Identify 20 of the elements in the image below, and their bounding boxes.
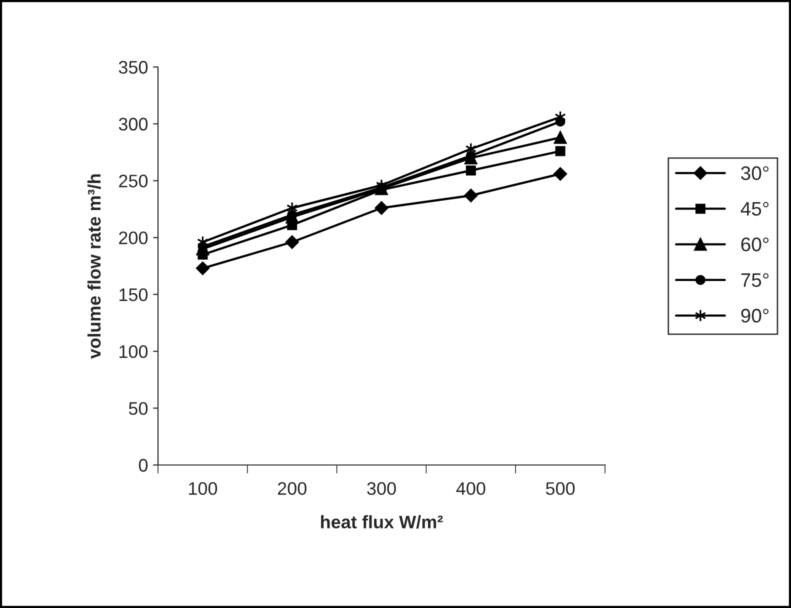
y-axis-title: volume flow rate m³/h (87, 174, 101, 359)
legend-label: 90° (741, 308, 769, 323)
y-tick-label: 50 (128, 402, 148, 415)
x-tick-label: 500 (546, 482, 575, 495)
x-tick-label: 300 (367, 482, 396, 495)
y-tick-label: 0 (138, 458, 148, 472)
x-tick-label: 100 (189, 482, 218, 495)
y-tick-label: 250 (119, 174, 148, 188)
x-tick-label: 400 (456, 482, 486, 495)
y-tick-label: 350 (118, 60, 148, 74)
legend-label: 45° (740, 202, 769, 216)
legend-label: 30° (741, 166, 769, 180)
y-tick-label: 300 (118, 118, 148, 131)
y-tick-label: 150 (120, 288, 148, 302)
legend-label: 60° (741, 238, 769, 252)
x-axis-title: heat flux W/m² (321, 515, 443, 529)
x-tick-label: 200 (278, 482, 306, 495)
legend-label: 75° (741, 273, 769, 287)
y-tick-label: 100 (120, 345, 148, 358)
y-tick-label: 200 (119, 232, 148, 244)
